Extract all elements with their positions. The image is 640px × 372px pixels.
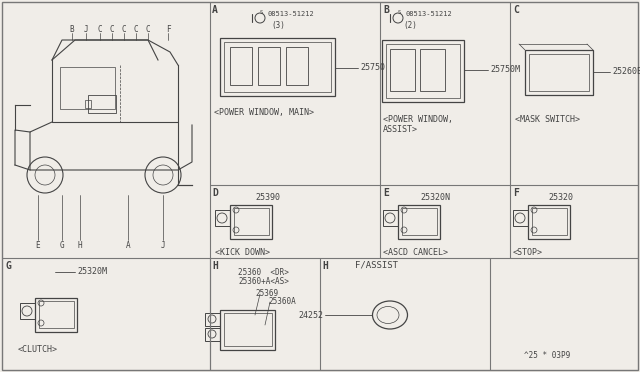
Text: <CLUTCH>: <CLUTCH> — [18, 345, 58, 354]
Bar — [398, 205, 440, 239]
Text: D: D — [212, 188, 218, 198]
Bar — [220, 38, 335, 96]
Bar — [390, 49, 415, 91]
Bar — [528, 205, 570, 239]
Text: F: F — [513, 188, 519, 198]
Text: 08513-51212: 08513-51212 — [406, 11, 452, 17]
Text: 25360+A<AS>: 25360+A<AS> — [238, 277, 289, 286]
Text: G: G — [60, 241, 64, 250]
Bar — [234, 208, 269, 235]
Bar — [220, 310, 275, 350]
Bar — [85, 100, 91, 108]
Text: E: E — [36, 241, 40, 250]
Text: C: C — [109, 26, 115, 35]
Text: G: G — [5, 261, 11, 271]
Text: A: A — [212, 5, 218, 15]
Text: 25390: 25390 — [255, 193, 280, 202]
Bar — [420, 49, 445, 91]
Bar — [386, 44, 460, 98]
Text: 25360  <DR>: 25360 <DR> — [238, 268, 289, 277]
Text: S: S — [259, 10, 262, 16]
Text: A: A — [125, 241, 131, 250]
Bar — [20, 303, 35, 319]
Text: B: B — [70, 26, 74, 35]
Text: <ASCD CANCEL>: <ASCD CANCEL> — [383, 248, 448, 257]
Text: H: H — [322, 261, 328, 271]
Bar — [224, 313, 272, 346]
Bar — [88, 95, 116, 113]
Text: C: C — [146, 26, 150, 35]
Text: B: B — [383, 5, 389, 15]
Text: <STOP>: <STOP> — [513, 248, 543, 257]
Text: J: J — [161, 241, 165, 250]
Text: H: H — [77, 241, 83, 250]
Text: C: C — [98, 26, 102, 35]
Bar — [383, 210, 398, 226]
Text: 25750: 25750 — [360, 64, 385, 73]
Text: S: S — [397, 10, 401, 16]
Text: <POWER WINDOW,
ASSIST>: <POWER WINDOW, ASSIST> — [383, 115, 453, 134]
Text: C: C — [134, 26, 138, 35]
Bar — [230, 47, 252, 85]
Text: <KICK DOWN>: <KICK DOWN> — [215, 248, 270, 257]
Text: 25320N: 25320N — [420, 193, 450, 202]
Bar — [230, 205, 272, 239]
Bar — [205, 313, 220, 326]
Text: 25750M: 25750M — [490, 65, 520, 74]
Text: C: C — [122, 26, 126, 35]
Text: F: F — [166, 26, 170, 35]
Bar — [39, 301, 74, 328]
Text: 25320M: 25320M — [77, 267, 107, 276]
Text: 25360A: 25360A — [268, 297, 296, 306]
Bar — [402, 208, 437, 235]
Bar — [215, 210, 230, 226]
Text: 25320: 25320 — [548, 193, 573, 202]
Text: 25260E: 25260E — [612, 67, 640, 77]
Text: H: H — [212, 261, 218, 271]
Bar — [205, 328, 220, 341]
Text: 08513-51212: 08513-51212 — [268, 11, 315, 17]
Text: (3): (3) — [271, 21, 285, 30]
Text: ^25 * 03P9: ^25 * 03P9 — [524, 351, 570, 360]
Text: 25369: 25369 — [255, 289, 278, 298]
Text: F/ASSIST: F/ASSIST — [355, 261, 398, 270]
Bar — [529, 54, 589, 91]
Text: <MASK SWITCH>: <MASK SWITCH> — [515, 115, 580, 124]
Text: E: E — [383, 188, 389, 198]
Bar — [35, 298, 77, 332]
Text: C: C — [513, 5, 519, 15]
Text: 24252: 24252 — [298, 311, 323, 320]
Bar — [513, 210, 528, 226]
Bar — [60, 67, 115, 109]
Bar — [525, 50, 593, 95]
Text: <POWER WINDOW, MAIN>: <POWER WINDOW, MAIN> — [214, 108, 314, 117]
Bar — [286, 47, 308, 85]
Text: J: J — [84, 26, 88, 35]
Text: (2): (2) — [403, 21, 417, 30]
Bar — [532, 208, 567, 235]
Bar — [382, 40, 464, 102]
Bar — [258, 47, 280, 85]
Bar — [224, 42, 331, 92]
